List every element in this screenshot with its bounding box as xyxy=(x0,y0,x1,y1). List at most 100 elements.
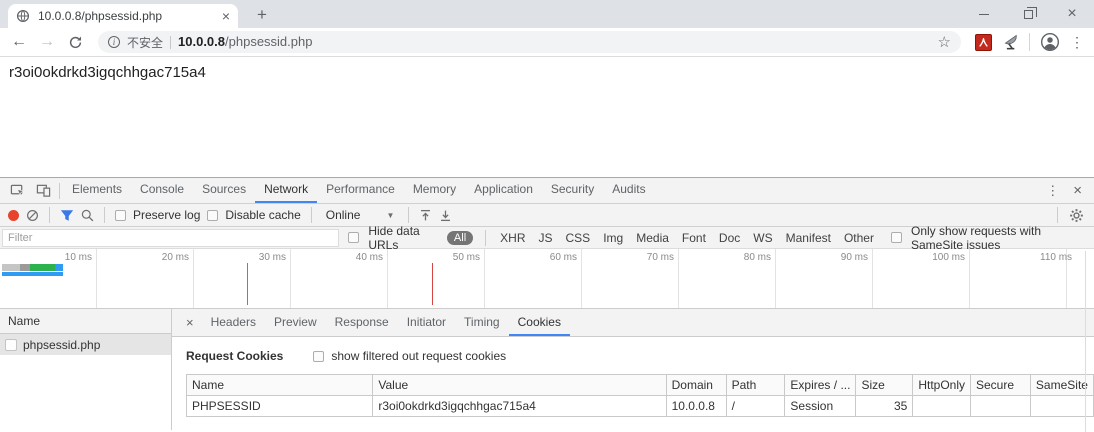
network-overview[interactable]: 10 ms 20 ms 30 ms 40 ms 50 ms 60 ms 70 m… xyxy=(0,249,1094,309)
tab-sources[interactable]: Sources xyxy=(202,182,247,196)
disable-cache-label[interactable]: Disable cache xyxy=(225,208,301,222)
restore-icon xyxy=(1023,6,1037,19)
file-icon xyxy=(5,338,17,351)
gridline xyxy=(290,249,291,308)
address-bar: ← → i 不安全 10.0.0.8/phpsessid.php ☆ ⋮ xyxy=(0,28,1094,57)
minimize-button[interactable] xyxy=(962,0,1006,28)
col-expires[interactable]: Expires / ... xyxy=(784,374,857,396)
import-har-button[interactable] xyxy=(419,209,432,222)
throttling-select[interactable]: Online ▼ xyxy=(322,208,399,222)
tab-console[interactable]: Console xyxy=(140,182,185,196)
detail-tab-preview[interactable]: Preview xyxy=(273,315,317,329)
col-samesite[interactable]: SameSite xyxy=(1029,374,1094,396)
inspect-element-button[interactable] xyxy=(4,178,30,203)
record-button[interactable] xyxy=(8,209,19,221)
tab-performance[interactable]: Performance xyxy=(326,182,395,196)
tab-memory[interactable]: Memory xyxy=(412,182,457,196)
reload-button[interactable] xyxy=(66,35,84,50)
type-filter-media[interactable]: Media xyxy=(636,230,669,245)
tab-close-button[interactable]: × xyxy=(221,8,230,24)
security-label[interactable]: 不安全 xyxy=(127,35,164,50)
tab-network[interactable]: Network xyxy=(255,178,318,203)
browser-tab[interactable]: 10.0.0.8/phpsessid.php × xyxy=(8,4,238,28)
tab-security[interactable]: Security xyxy=(550,182,595,196)
cookie-row[interactable]: PHPSESSID r3oi0okdrkd3igqchhgac715a4 10.… xyxy=(185,395,1094,417)
col-domain[interactable]: Domain xyxy=(665,374,727,396)
scrollbar-track[interactable] xyxy=(1085,251,1086,432)
type-filter-doc[interactable]: Doc xyxy=(718,230,741,245)
hide-data-urls-checkbox[interactable] xyxy=(348,232,360,243)
type-filter-js[interactable]: JS xyxy=(538,230,553,245)
detail-tab-bar: × Headers Preview Response Initiator Tim… xyxy=(172,309,1094,337)
device-toolbar-button[interactable] xyxy=(30,178,56,203)
detail-tab-timing[interactable]: Timing xyxy=(464,315,500,329)
type-filter-ws[interactable]: WS xyxy=(753,230,773,245)
gridline xyxy=(872,249,873,308)
type-filter-xhr[interactable]: XHR xyxy=(500,230,526,245)
hide-data-urls-label[interactable]: Hide data URLs xyxy=(368,223,420,252)
devtools-close-button[interactable]: × xyxy=(1073,182,1082,199)
session-id-text: r3oi0okdrkd3igqchhgac715a4 xyxy=(9,64,206,81)
col-secure[interactable]: Secure xyxy=(970,374,1031,396)
throttling-value: Online xyxy=(325,208,361,222)
network-filter-input[interactable] xyxy=(2,228,340,247)
col-value[interactable]: Value xyxy=(372,374,667,396)
filter-toggle-button[interactable] xyxy=(60,209,74,222)
pdf-extension-button[interactable] xyxy=(975,33,992,51)
url-text[interactable]: 10.0.0.8/phpsessid.php xyxy=(178,33,312,51)
col-path[interactable]: Path xyxy=(725,374,786,396)
export-har-button[interactable] xyxy=(439,209,452,222)
extension-button[interactable] xyxy=(1002,34,1019,51)
tick-label: 70 ms xyxy=(646,252,674,263)
bookmark-star-icon[interactable]: ☆ xyxy=(937,34,951,51)
detail-tab-initiator[interactable]: Initiator xyxy=(406,315,447,329)
gear-icon[interactable] xyxy=(1069,208,1084,223)
request-detail-panel: × Headers Preview Response Initiator Tim… xyxy=(172,309,1094,430)
type-filter-other[interactable]: Other xyxy=(843,230,874,245)
show-filtered-cookies-label[interactable]: show filtered out request cookies xyxy=(331,349,507,363)
col-name[interactable]: Name xyxy=(185,374,374,396)
devtools-menu-button[interactable]: ⋮ xyxy=(1046,182,1060,198)
tick-label: 80 ms xyxy=(743,252,771,263)
preserve-log-checkbox[interactable] xyxy=(115,209,126,221)
tick-label: 50 ms xyxy=(452,252,480,263)
detail-tab-response[interactable]: Response xyxy=(334,315,389,329)
restore-button[interactable] xyxy=(1006,0,1050,28)
info-icon[interactable]: i xyxy=(108,36,120,48)
type-filter-manifest[interactable]: Manifest xyxy=(785,230,831,245)
preserve-log-label[interactable]: Preserve log xyxy=(133,208,201,222)
tab-audits[interactable]: Audits xyxy=(612,182,646,196)
type-filter-all[interactable]: All xyxy=(446,230,474,245)
detail-tab-cookies[interactable]: Cookies xyxy=(508,309,570,336)
disable-cache-checkbox[interactable] xyxy=(207,209,219,221)
col-httponly[interactable]: HttpOnly xyxy=(912,374,971,396)
omnibox[interactable]: i 不安全 10.0.0.8/phpsessid.php ☆ xyxy=(98,31,961,53)
request-row[interactable]: phpsessid.php xyxy=(0,334,171,355)
separator xyxy=(59,182,60,199)
new-tab-button[interactable]: + xyxy=(257,5,267,24)
show-filtered-cookies-checkbox[interactable] xyxy=(313,350,325,362)
close-window-button[interactable]: × xyxy=(1050,0,1094,28)
gridline xyxy=(96,249,97,308)
tab-elements[interactable]: Elements xyxy=(72,182,123,196)
tick-label: 20 ms xyxy=(161,252,189,263)
gridline xyxy=(193,249,194,308)
clear-button[interactable] xyxy=(26,209,39,222)
type-filter-css[interactable]: CSS xyxy=(565,230,591,245)
samesite-issues-label[interactable]: Only show requests with SameSite issues xyxy=(910,223,1042,252)
back-button[interactable]: ← xyxy=(11,33,27,50)
search-button[interactable] xyxy=(81,209,94,222)
col-size[interactable]: Size xyxy=(855,374,914,396)
search-icon xyxy=(81,209,94,221)
detail-tab-headers[interactable]: Headers xyxy=(210,315,256,329)
network-toolbar: Preserve log Disable cache Online ▼ xyxy=(0,204,1094,227)
profile-avatar-button[interactable] xyxy=(1040,32,1060,52)
type-filter-img[interactable]: Img xyxy=(603,230,624,245)
detail-close-button[interactable]: × xyxy=(186,315,194,330)
type-filter-font[interactable]: Font xyxy=(681,230,706,245)
tab-application[interactable]: Application xyxy=(474,182,533,196)
browser-menu-button[interactable]: ⋮ xyxy=(1070,33,1084,50)
forward-button[interactable]: → xyxy=(39,33,55,50)
requests-name-header[interactable]: Name xyxy=(0,309,171,334)
samesite-issues-checkbox[interactable] xyxy=(890,232,902,243)
